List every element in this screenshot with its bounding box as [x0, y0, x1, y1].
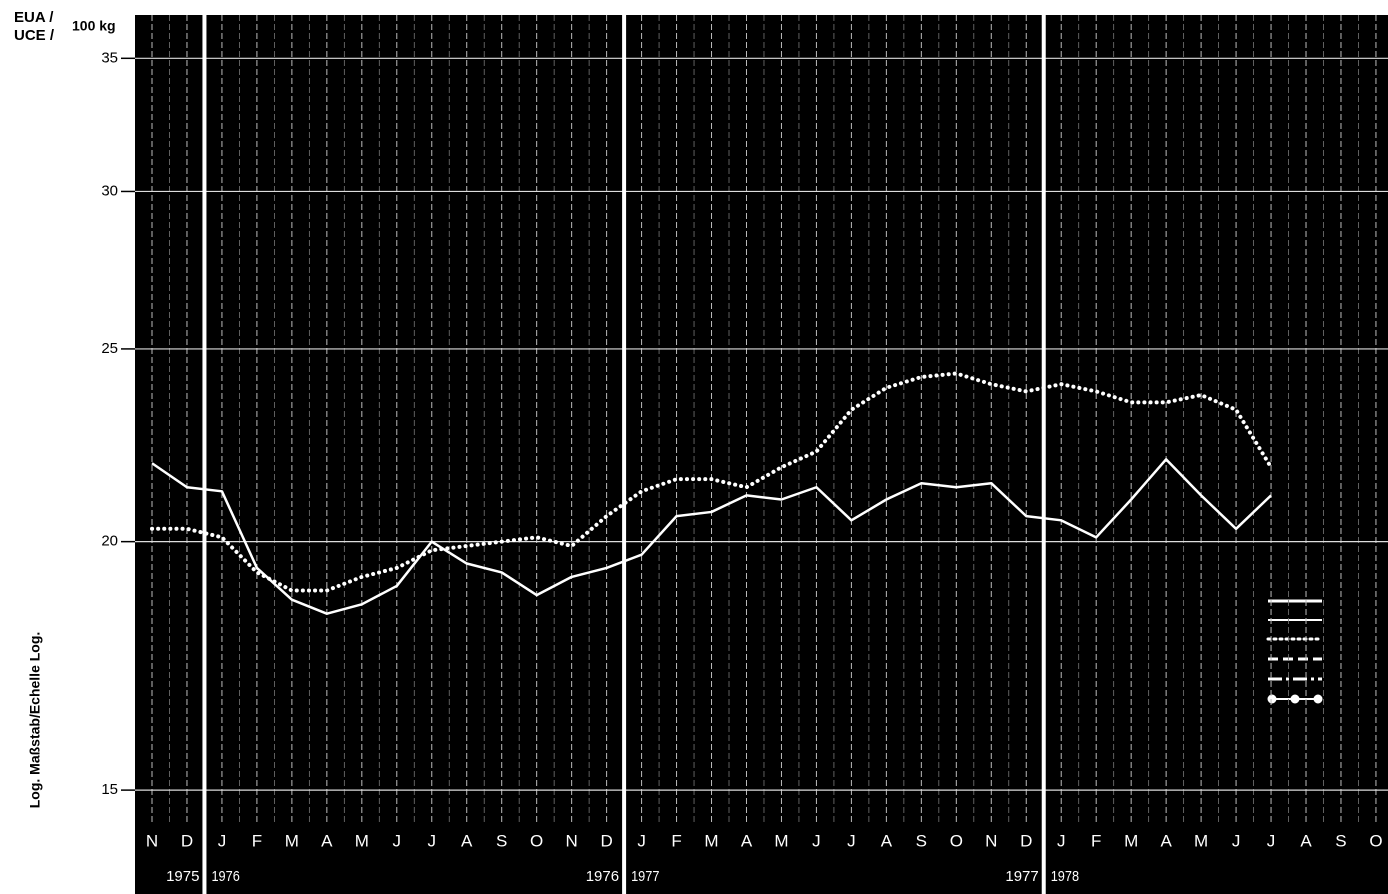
unit-label: UCE /: [14, 27, 55, 44]
unit-label: 100 kg: [72, 18, 116, 34]
legend: [1266, 599, 1324, 704]
x-tick-label: D: [600, 831, 612, 850]
x-tick-label: J: [1267, 831, 1276, 850]
x-tick-label: J: [1057, 831, 1066, 850]
y-axis-title: Log. Maßstab/Echelle Log.: [27, 632, 43, 809]
x-tick-label: O: [1369, 831, 1382, 850]
x-tick-label: O: [950, 831, 963, 850]
x-tick-label: S: [916, 831, 927, 850]
x-tick-label: D: [181, 831, 193, 850]
y-tick-label: 20: [101, 533, 118, 550]
x-tick-label: N: [146, 831, 158, 850]
unit-label: EUA /: [14, 9, 54, 26]
x-tick-label: M: [1194, 831, 1208, 850]
x-tick-label: D: [1020, 831, 1032, 850]
x-tick-label: A: [881, 831, 893, 850]
x-tick-label: J: [847, 831, 856, 850]
y-tick-label: 15: [101, 781, 118, 798]
x-tick-label: N: [985, 831, 997, 850]
x-tick-label: M: [285, 831, 299, 850]
x-tick-label: N: [565, 831, 577, 850]
year-label: 1976: [211, 867, 240, 884]
x-tick-label: J: [812, 831, 821, 850]
series-line: [151, 458, 1272, 615]
x-tick-label: M: [774, 831, 788, 850]
x-tick-label: M: [1124, 831, 1138, 850]
x-tick-label: F: [1091, 831, 1101, 850]
legend-swatch: [1267, 694, 1277, 704]
x-tick-label: M: [704, 831, 718, 850]
x-tick-label: A: [1300, 831, 1312, 850]
x-tick-label: J: [637, 831, 646, 850]
year-label: 1977: [631, 867, 660, 884]
x-tick-label: F: [252, 831, 262, 850]
x-tick-label: J: [428, 831, 437, 850]
x-tick-label: S: [1335, 831, 1346, 850]
year-label: 1976: [586, 868, 619, 885]
x-tick-label: F: [671, 831, 681, 850]
y-tick-label: 30: [101, 182, 118, 199]
x-tick-label: J: [1232, 831, 1241, 850]
series-line: [150, 371, 1274, 593]
legend-swatch: [1290, 694, 1300, 704]
legend-swatch: [1313, 694, 1323, 704]
x-tick-label: A: [321, 831, 333, 850]
x-tick-label: A: [741, 831, 753, 850]
y-tick-label: 25: [101, 340, 118, 357]
plot-background: [135, 15, 1388, 894]
x-tick-label: S: [496, 831, 507, 850]
x-tick-label: A: [461, 831, 473, 850]
y-tick-label: 35: [101, 49, 118, 66]
x-tick-label: J: [218, 831, 227, 850]
x-tick-label: J: [393, 831, 402, 850]
year-label: 1975: [166, 868, 199, 885]
x-tick-label: M: [355, 831, 369, 850]
x-tick-label: A: [1160, 831, 1172, 850]
year-label: 1977: [1005, 868, 1038, 885]
year-label: 1978: [1051, 867, 1080, 884]
x-tick-label: O: [530, 831, 543, 850]
